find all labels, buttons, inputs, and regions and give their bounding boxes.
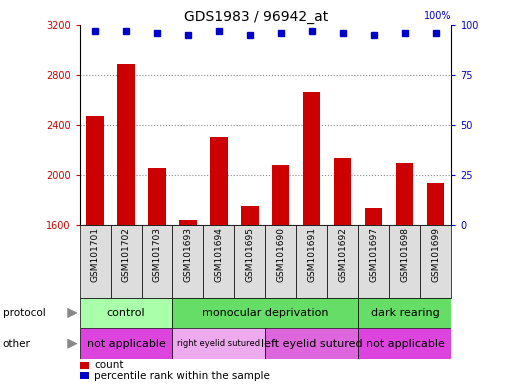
Text: control: control: [107, 308, 145, 318]
Bar: [87, 116, 104, 225]
Bar: [359, 328, 451, 359]
Text: GSM101699: GSM101699: [431, 227, 441, 282]
Bar: [265, 225, 297, 298]
Bar: [234, 225, 265, 298]
Text: GSM101703: GSM101703: [152, 227, 162, 282]
Bar: [204, 225, 234, 298]
Bar: [148, 169, 166, 225]
Bar: [80, 298, 172, 328]
Text: monocular deprivation: monocular deprivation: [202, 308, 329, 318]
Polygon shape: [68, 308, 77, 318]
Bar: [427, 184, 444, 225]
Bar: [172, 298, 359, 328]
Text: not applicable: not applicable: [365, 339, 444, 349]
Text: GSM101698: GSM101698: [401, 227, 409, 282]
Bar: [397, 164, 413, 225]
Text: GSM101693: GSM101693: [184, 227, 192, 282]
Bar: [180, 220, 196, 225]
Text: not applicable: not applicable: [87, 339, 166, 349]
Text: other: other: [3, 339, 30, 349]
Bar: [421, 225, 451, 298]
Bar: [365, 209, 383, 225]
Bar: [80, 328, 172, 359]
Text: GSM101695: GSM101695: [246, 227, 254, 282]
Bar: [359, 225, 389, 298]
Bar: [117, 64, 134, 225]
Bar: [142, 225, 172, 298]
Text: GSM101690: GSM101690: [277, 227, 285, 282]
Text: GSM101697: GSM101697: [369, 227, 379, 282]
Bar: [80, 225, 110, 298]
Text: percentile rank within the sample: percentile rank within the sample: [94, 371, 270, 381]
Text: left eyelid sutured: left eyelid sutured: [261, 339, 363, 349]
Bar: [297, 225, 327, 298]
Text: GSM101691: GSM101691: [307, 227, 317, 282]
Bar: [359, 298, 451, 328]
Text: GSM101701: GSM101701: [90, 227, 100, 282]
Text: count: count: [94, 360, 124, 370]
Text: GSM101692: GSM101692: [339, 227, 347, 282]
Bar: [327, 225, 359, 298]
Bar: [272, 165, 289, 225]
Text: GSM101694: GSM101694: [214, 227, 224, 282]
Bar: [265, 328, 359, 359]
Bar: [389, 225, 421, 298]
Bar: [172, 328, 265, 359]
Text: 100%: 100%: [424, 11, 451, 21]
Bar: [210, 137, 227, 225]
Bar: [334, 159, 351, 225]
Bar: [304, 93, 321, 225]
Bar: [110, 225, 142, 298]
Bar: [242, 206, 259, 225]
Text: GSM101702: GSM101702: [122, 227, 130, 282]
Text: protocol: protocol: [3, 308, 45, 318]
Polygon shape: [68, 339, 77, 348]
Bar: [172, 225, 204, 298]
Text: dark rearing: dark rearing: [370, 308, 439, 318]
Text: right eyelid sutured: right eyelid sutured: [177, 339, 261, 348]
Text: GDS1983 / 96942_at: GDS1983 / 96942_at: [184, 10, 329, 23]
